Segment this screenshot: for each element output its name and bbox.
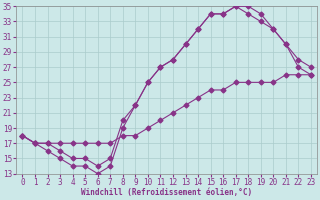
X-axis label: Windchill (Refroidissement éolien,°C): Windchill (Refroidissement éolien,°C) bbox=[81, 188, 252, 197]
